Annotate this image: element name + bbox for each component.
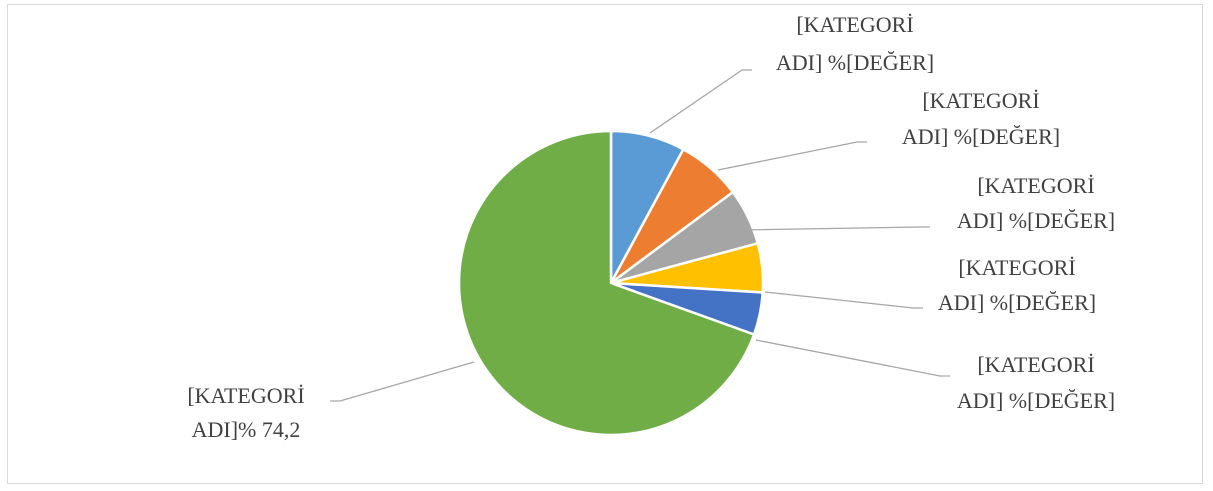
- data-label-6-line-2: ADI]% 74,2: [192, 417, 301, 442]
- leader-line-2: [717, 141, 867, 171]
- data-label-1-line-2: ADI] %[DEĞER]: [776, 50, 934, 75]
- data-label-3-line-1: [KATEGORİ: [977, 173, 1094, 198]
- data-label-4-line-2: ADI] %[DEĞER]: [938, 290, 1096, 315]
- leader-line-4: [764, 291, 923, 309]
- data-label-5-line-2: ADI] %[DEĞER]: [957, 388, 1115, 413]
- leader-line-3: [739, 226, 930, 231]
- data-label-1-line-1: [KATEGORİ: [796, 12, 913, 37]
- pie-slice-6: [457, 129, 756, 437]
- data-label-2-line-2: ADI] %[DEĞER]: [902, 124, 1060, 149]
- leader-line-6: [330, 361, 475, 402]
- leader-line-5: [755, 339, 950, 377]
- data-label-5-line-1: [KATEGORİ: [977, 352, 1094, 377]
- data-label-2-line-1: [KATEGORİ: [922, 88, 1039, 113]
- data-label-6-line-1: [KATEGORİ: [187, 383, 304, 408]
- data-label-4-line-1: [KATEGORİ: [958, 255, 1075, 280]
- data-label-3-line-2: ADI] %[DEĞER]: [957, 208, 1115, 233]
- leader-line-1: [649, 69, 752, 134]
